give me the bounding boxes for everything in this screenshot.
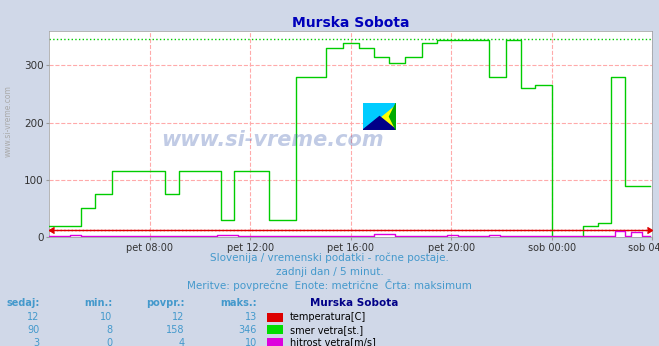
Text: 158: 158 bbox=[166, 325, 185, 335]
Text: Murska Sobota: Murska Sobota bbox=[310, 298, 398, 308]
Text: temperatura[C]: temperatura[C] bbox=[290, 312, 366, 322]
Text: www.si-vreme.com: www.si-vreme.com bbox=[161, 130, 384, 150]
Text: 8: 8 bbox=[106, 325, 112, 335]
Text: 12: 12 bbox=[172, 312, 185, 322]
Text: www.si-vreme.com: www.si-vreme.com bbox=[3, 85, 13, 157]
Text: sedaj:: sedaj: bbox=[6, 298, 40, 308]
Text: povpr.:: povpr.: bbox=[146, 298, 185, 308]
Title: Murska Sobota: Murska Sobota bbox=[292, 16, 410, 30]
Text: Meritve: povprečne  Enote: metrične  Črta: maksimum: Meritve: povprečne Enote: metrične Črta:… bbox=[187, 280, 472, 291]
Text: 10: 10 bbox=[100, 312, 112, 322]
Text: zadnji dan / 5 minut.: zadnji dan / 5 minut. bbox=[275, 267, 384, 276]
Text: 4: 4 bbox=[179, 338, 185, 346]
Text: min.:: min.: bbox=[84, 298, 112, 308]
Text: Slovenija / vremenski podatki - ročne postaje.: Slovenija / vremenski podatki - ročne po… bbox=[210, 253, 449, 263]
Text: 12: 12 bbox=[27, 312, 40, 322]
Text: maks.:: maks.: bbox=[220, 298, 257, 308]
Text: 346: 346 bbox=[239, 325, 257, 335]
Text: 90: 90 bbox=[27, 325, 40, 335]
Text: 0: 0 bbox=[106, 338, 112, 346]
Text: smer vetra[st.]: smer vetra[st.] bbox=[290, 325, 363, 335]
Text: 3: 3 bbox=[34, 338, 40, 346]
Text: hitrost vetra[m/s]: hitrost vetra[m/s] bbox=[290, 338, 376, 346]
Text: 13: 13 bbox=[244, 312, 257, 322]
Text: 10: 10 bbox=[244, 338, 257, 346]
